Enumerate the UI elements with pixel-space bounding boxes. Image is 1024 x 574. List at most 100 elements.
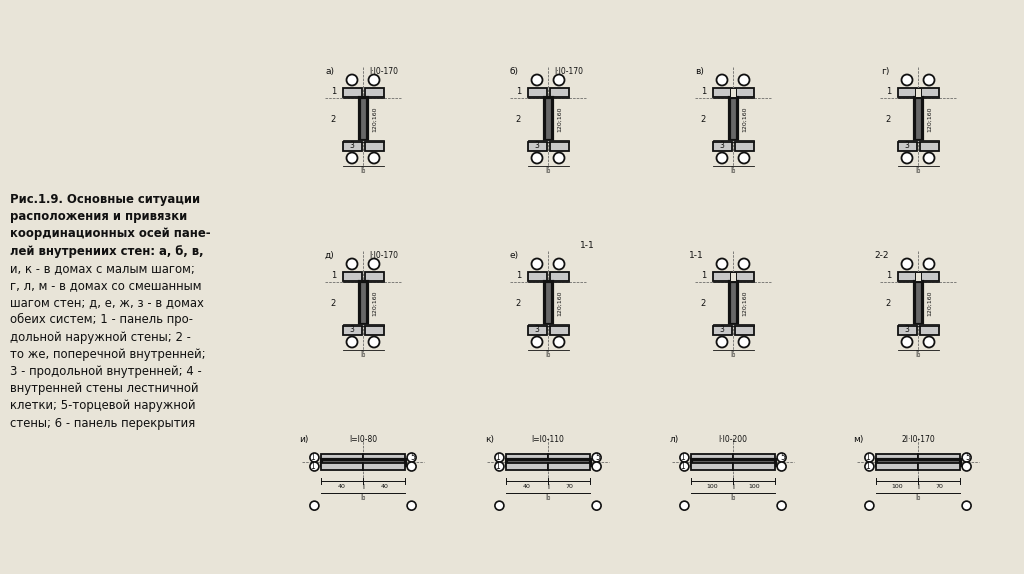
Bar	[897, 142, 916, 150]
Text: 1: 1	[700, 87, 707, 96]
Circle shape	[554, 258, 564, 270]
Circle shape	[680, 501, 689, 510]
Text: 70: 70	[565, 484, 573, 489]
Bar	[342, 142, 361, 150]
Circle shape	[865, 501, 873, 510]
Text: 1: 1	[310, 453, 315, 462]
Bar	[897, 324, 939, 325]
Circle shape	[554, 75, 564, 86]
Text: 120;160: 120;160	[372, 290, 377, 316]
Bar	[713, 324, 754, 325]
Circle shape	[369, 336, 380, 347]
Text: 2: 2	[516, 114, 521, 123]
Bar	[691, 463, 733, 470]
Bar	[734, 142, 754, 150]
Circle shape	[777, 462, 786, 471]
Text: l: l	[547, 484, 549, 490]
Text: 1: 1	[681, 453, 685, 462]
Text: 120;160: 120;160	[372, 106, 377, 132]
Bar	[734, 87, 754, 96]
Bar	[730, 272, 736, 281]
Circle shape	[738, 153, 750, 164]
Text: дольной наружной стены; 2 -: дольной наружной стены; 2 -	[10, 331, 190, 344]
Circle shape	[531, 75, 543, 86]
Text: 70: 70	[935, 484, 943, 489]
Bar	[342, 140, 384, 142]
Text: l=l0-110: l=l0-110	[531, 435, 564, 444]
Bar	[527, 140, 568, 142]
Text: 2: 2	[331, 298, 336, 308]
Text: г): г)	[881, 67, 889, 76]
Bar	[342, 324, 384, 325]
Text: l: l	[732, 484, 734, 490]
Text: 2: 2	[886, 298, 891, 308]
Bar	[713, 281, 754, 282]
Circle shape	[963, 453, 971, 462]
Circle shape	[554, 336, 564, 347]
Bar	[713, 96, 754, 98]
Circle shape	[901, 336, 912, 347]
Text: в): в)	[695, 67, 705, 76]
Text: 3: 3	[535, 142, 540, 150]
Text: обеих систем; 1 - панель про-: обеих систем; 1 - панель про-	[10, 313, 193, 327]
Text: 120;160: 120;160	[742, 290, 746, 316]
Text: l·l0-170: l·l0-170	[554, 67, 583, 76]
Text: l₀: l₀	[915, 350, 921, 359]
Bar	[365, 87, 384, 96]
Circle shape	[717, 258, 727, 270]
Text: 2: 2	[331, 114, 336, 123]
Text: 100: 100	[891, 484, 903, 489]
Bar	[915, 87, 921, 96]
Circle shape	[963, 501, 971, 510]
Text: 1-1: 1-1	[689, 251, 705, 260]
Text: 3: 3	[720, 142, 724, 150]
Text: 100: 100	[706, 484, 718, 489]
Text: 1: 1	[700, 272, 707, 281]
Text: 5: 5	[411, 453, 416, 462]
Text: l: l	[918, 484, 919, 490]
Text: 5: 5	[596, 453, 600, 462]
Text: 3: 3	[349, 325, 354, 335]
Circle shape	[717, 75, 727, 86]
Circle shape	[738, 75, 750, 86]
Text: l·l0-200: l·l0-200	[719, 435, 748, 444]
Text: координационных осей пане-: координационных осей пане-	[10, 227, 211, 241]
Circle shape	[346, 153, 357, 164]
Circle shape	[495, 501, 504, 510]
Bar	[527, 325, 547, 335]
Bar	[527, 87, 547, 96]
Bar	[918, 463, 961, 470]
Circle shape	[924, 258, 935, 270]
Text: то же, поперечной внутренней;: то же, поперечной внутренней;	[10, 348, 206, 361]
Text: 100: 100	[749, 484, 760, 489]
Bar	[506, 463, 548, 470]
Text: 2: 2	[700, 114, 707, 123]
Bar	[897, 140, 939, 142]
Bar	[506, 455, 548, 461]
Text: 1: 1	[496, 453, 501, 462]
Circle shape	[369, 75, 380, 86]
Text: 1: 1	[865, 462, 870, 471]
Text: 2-2: 2-2	[874, 251, 889, 260]
Text: г, л, м - в домах со смешанным: г, л, м - в домах со смешанным	[10, 279, 202, 292]
Bar	[920, 325, 939, 335]
Bar	[920, 87, 939, 96]
Text: 40: 40	[523, 484, 530, 489]
Text: l₀: l₀	[730, 493, 735, 502]
Text: к): к)	[485, 435, 494, 444]
Text: 40: 40	[338, 484, 346, 489]
Text: l₀: l₀	[360, 493, 366, 502]
Text: 2: 2	[700, 298, 707, 308]
Circle shape	[924, 75, 935, 86]
Circle shape	[738, 336, 750, 347]
Bar	[365, 142, 384, 150]
Circle shape	[924, 153, 935, 164]
Text: l₀: l₀	[546, 166, 551, 175]
Text: расположения и привязки: расположения и привязки	[10, 210, 187, 223]
Bar	[527, 142, 547, 150]
Bar	[734, 272, 754, 281]
Circle shape	[531, 153, 543, 164]
Bar	[876, 459, 961, 465]
Bar	[691, 455, 733, 461]
Text: и): и)	[300, 435, 309, 444]
